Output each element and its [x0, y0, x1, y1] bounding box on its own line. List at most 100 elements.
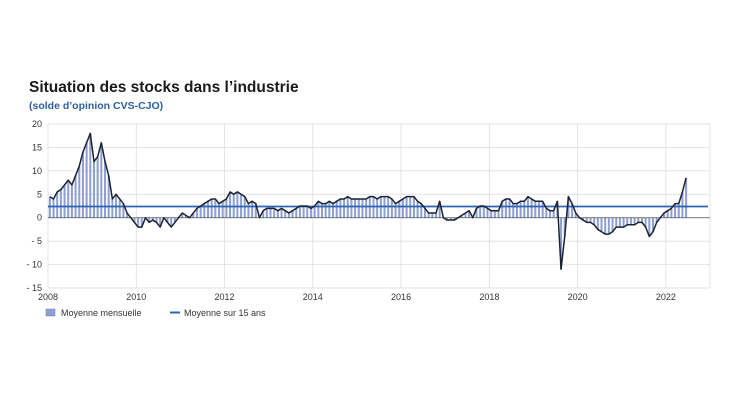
- monthly-bar: [107, 175, 110, 218]
- monthly-bar: [298, 206, 301, 218]
- monthly-bar: [633, 217, 636, 225]
- monthly-bar: [302, 206, 305, 218]
- x-tick-label: 2020: [568, 292, 588, 302]
- monthly-bar: [537, 201, 540, 218]
- monthly-bar: [206, 201, 209, 218]
- monthly-bar: [184, 215, 187, 218]
- monthly-bar: [247, 203, 250, 218]
- chart-title: Situation des stocks dans l’industrie: [29, 79, 299, 96]
- monthly-bar: [685, 177, 688, 218]
- monthly-bar: [59, 189, 62, 218]
- monthly-bar: [254, 203, 257, 218]
- monthly-bar: [317, 201, 320, 218]
- y-tick-label: 20: [32, 119, 42, 129]
- monthly-bar: [622, 217, 625, 228]
- monthly-bar: [508, 198, 511, 218]
- monthly-bar: [81, 152, 84, 218]
- monthly-bar: [140, 217, 143, 228]
- monthly-bar: [515, 203, 518, 218]
- monthly-bar: [464, 213, 467, 218]
- monthly-bar: [530, 198, 533, 218]
- monthly-bar: [100, 142, 103, 218]
- monthly-bar: [596, 217, 599, 230]
- monthly-bar: [89, 133, 92, 218]
- monthly-bar: [324, 203, 327, 218]
- monthly-bar: [446, 217, 449, 221]
- monthly-bar: [663, 213, 666, 218]
- monthly-bar: [339, 198, 342, 218]
- monthly-bar: [284, 210, 287, 218]
- monthly-bar: [56, 191, 59, 218]
- monthly-bar: [637, 217, 640, 223]
- monthly-bar: [92, 161, 95, 218]
- monthly-bar: [229, 191, 232, 218]
- monthly-bar: [181, 213, 184, 218]
- monthly-bar: [589, 217, 592, 223]
- monthly-bar: [552, 210, 555, 218]
- monthly-bar: [103, 161, 107, 218]
- monthly-bar: [549, 210, 552, 218]
- monthly-bar: [262, 210, 265, 218]
- monthly-bar: [541, 201, 544, 218]
- monthly-bar: [291, 210, 294, 218]
- monthly-bar: [468, 210, 471, 218]
- monthly-bar: [122, 203, 125, 218]
- monthly-bar: [199, 206, 202, 218]
- monthly-bar: [523, 201, 526, 218]
- monthly-bar: [490, 210, 493, 218]
- x-tick-label: 2008: [38, 292, 58, 302]
- monthly-bar: [306, 206, 309, 218]
- monthly-bar: [85, 142, 88, 218]
- monthly-bar: [618, 217, 621, 228]
- monthly-bar: [74, 175, 77, 218]
- y-tick-label: - 10: [26, 260, 42, 270]
- monthly-bar: [251, 201, 254, 218]
- monthly-bar: [328, 201, 331, 218]
- monthly-bar: [398, 201, 401, 218]
- monthly-bar: [534, 201, 537, 218]
- monthly-bar: [357, 198, 360, 218]
- monthly-bar: [155, 217, 158, 223]
- monthly-bar: [170, 217, 173, 228]
- monthly-bar: [276, 210, 279, 218]
- monthly-bar: [416, 201, 419, 218]
- monthly-bar: [504, 198, 507, 218]
- monthly-bar: [545, 208, 548, 218]
- monthly-bar: [438, 201, 441, 218]
- monthly-bar: [571, 203, 574, 218]
- monthly-bar: [269, 208, 272, 218]
- monthly-bar: [350, 198, 353, 218]
- monthly-bar: [210, 198, 213, 218]
- monthly-bars: [48, 133, 688, 270]
- monthly-bar: [640, 217, 643, 223]
- monthly-bar: [427, 213, 430, 218]
- monthly-bar: [479, 206, 482, 218]
- monthly-bar: [394, 203, 397, 218]
- monthly-bar: [390, 198, 393, 218]
- monthly-bar: [63, 184, 66, 218]
- monthly-bar: [195, 208, 198, 218]
- chart-subtitle: (solde d’opinion CVS-CJO): [29, 100, 164, 112]
- monthly-bar: [320, 203, 323, 218]
- monthly-bar: [265, 208, 268, 218]
- monthly-bar: [221, 201, 224, 218]
- monthly-bar: [615, 217, 618, 228]
- monthly-bar: [287, 213, 290, 218]
- monthly-bar: [651, 217, 654, 232]
- monthly-bar: [354, 198, 357, 218]
- y-tick-label: 5: [37, 189, 42, 199]
- x-tick-label: 2016: [391, 292, 411, 302]
- monthly-bar: [519, 201, 522, 218]
- monthly-bar: [593, 217, 596, 225]
- monthly-bar: [126, 213, 129, 218]
- monthly-bar: [133, 217, 136, 223]
- monthly-bar: [420, 203, 423, 218]
- legend-label-average: Moyenne sur 15 ans: [184, 308, 266, 318]
- legend-swatch-monthly: [45, 308, 56, 317]
- monthly-bar: [236, 191, 239, 218]
- monthly-bar: [512, 203, 515, 218]
- monthly-bar: [148, 217, 151, 223]
- monthly-bar: [434, 213, 438, 218]
- monthly-bar: [218, 203, 221, 218]
- monthly-bar: [674, 203, 677, 218]
